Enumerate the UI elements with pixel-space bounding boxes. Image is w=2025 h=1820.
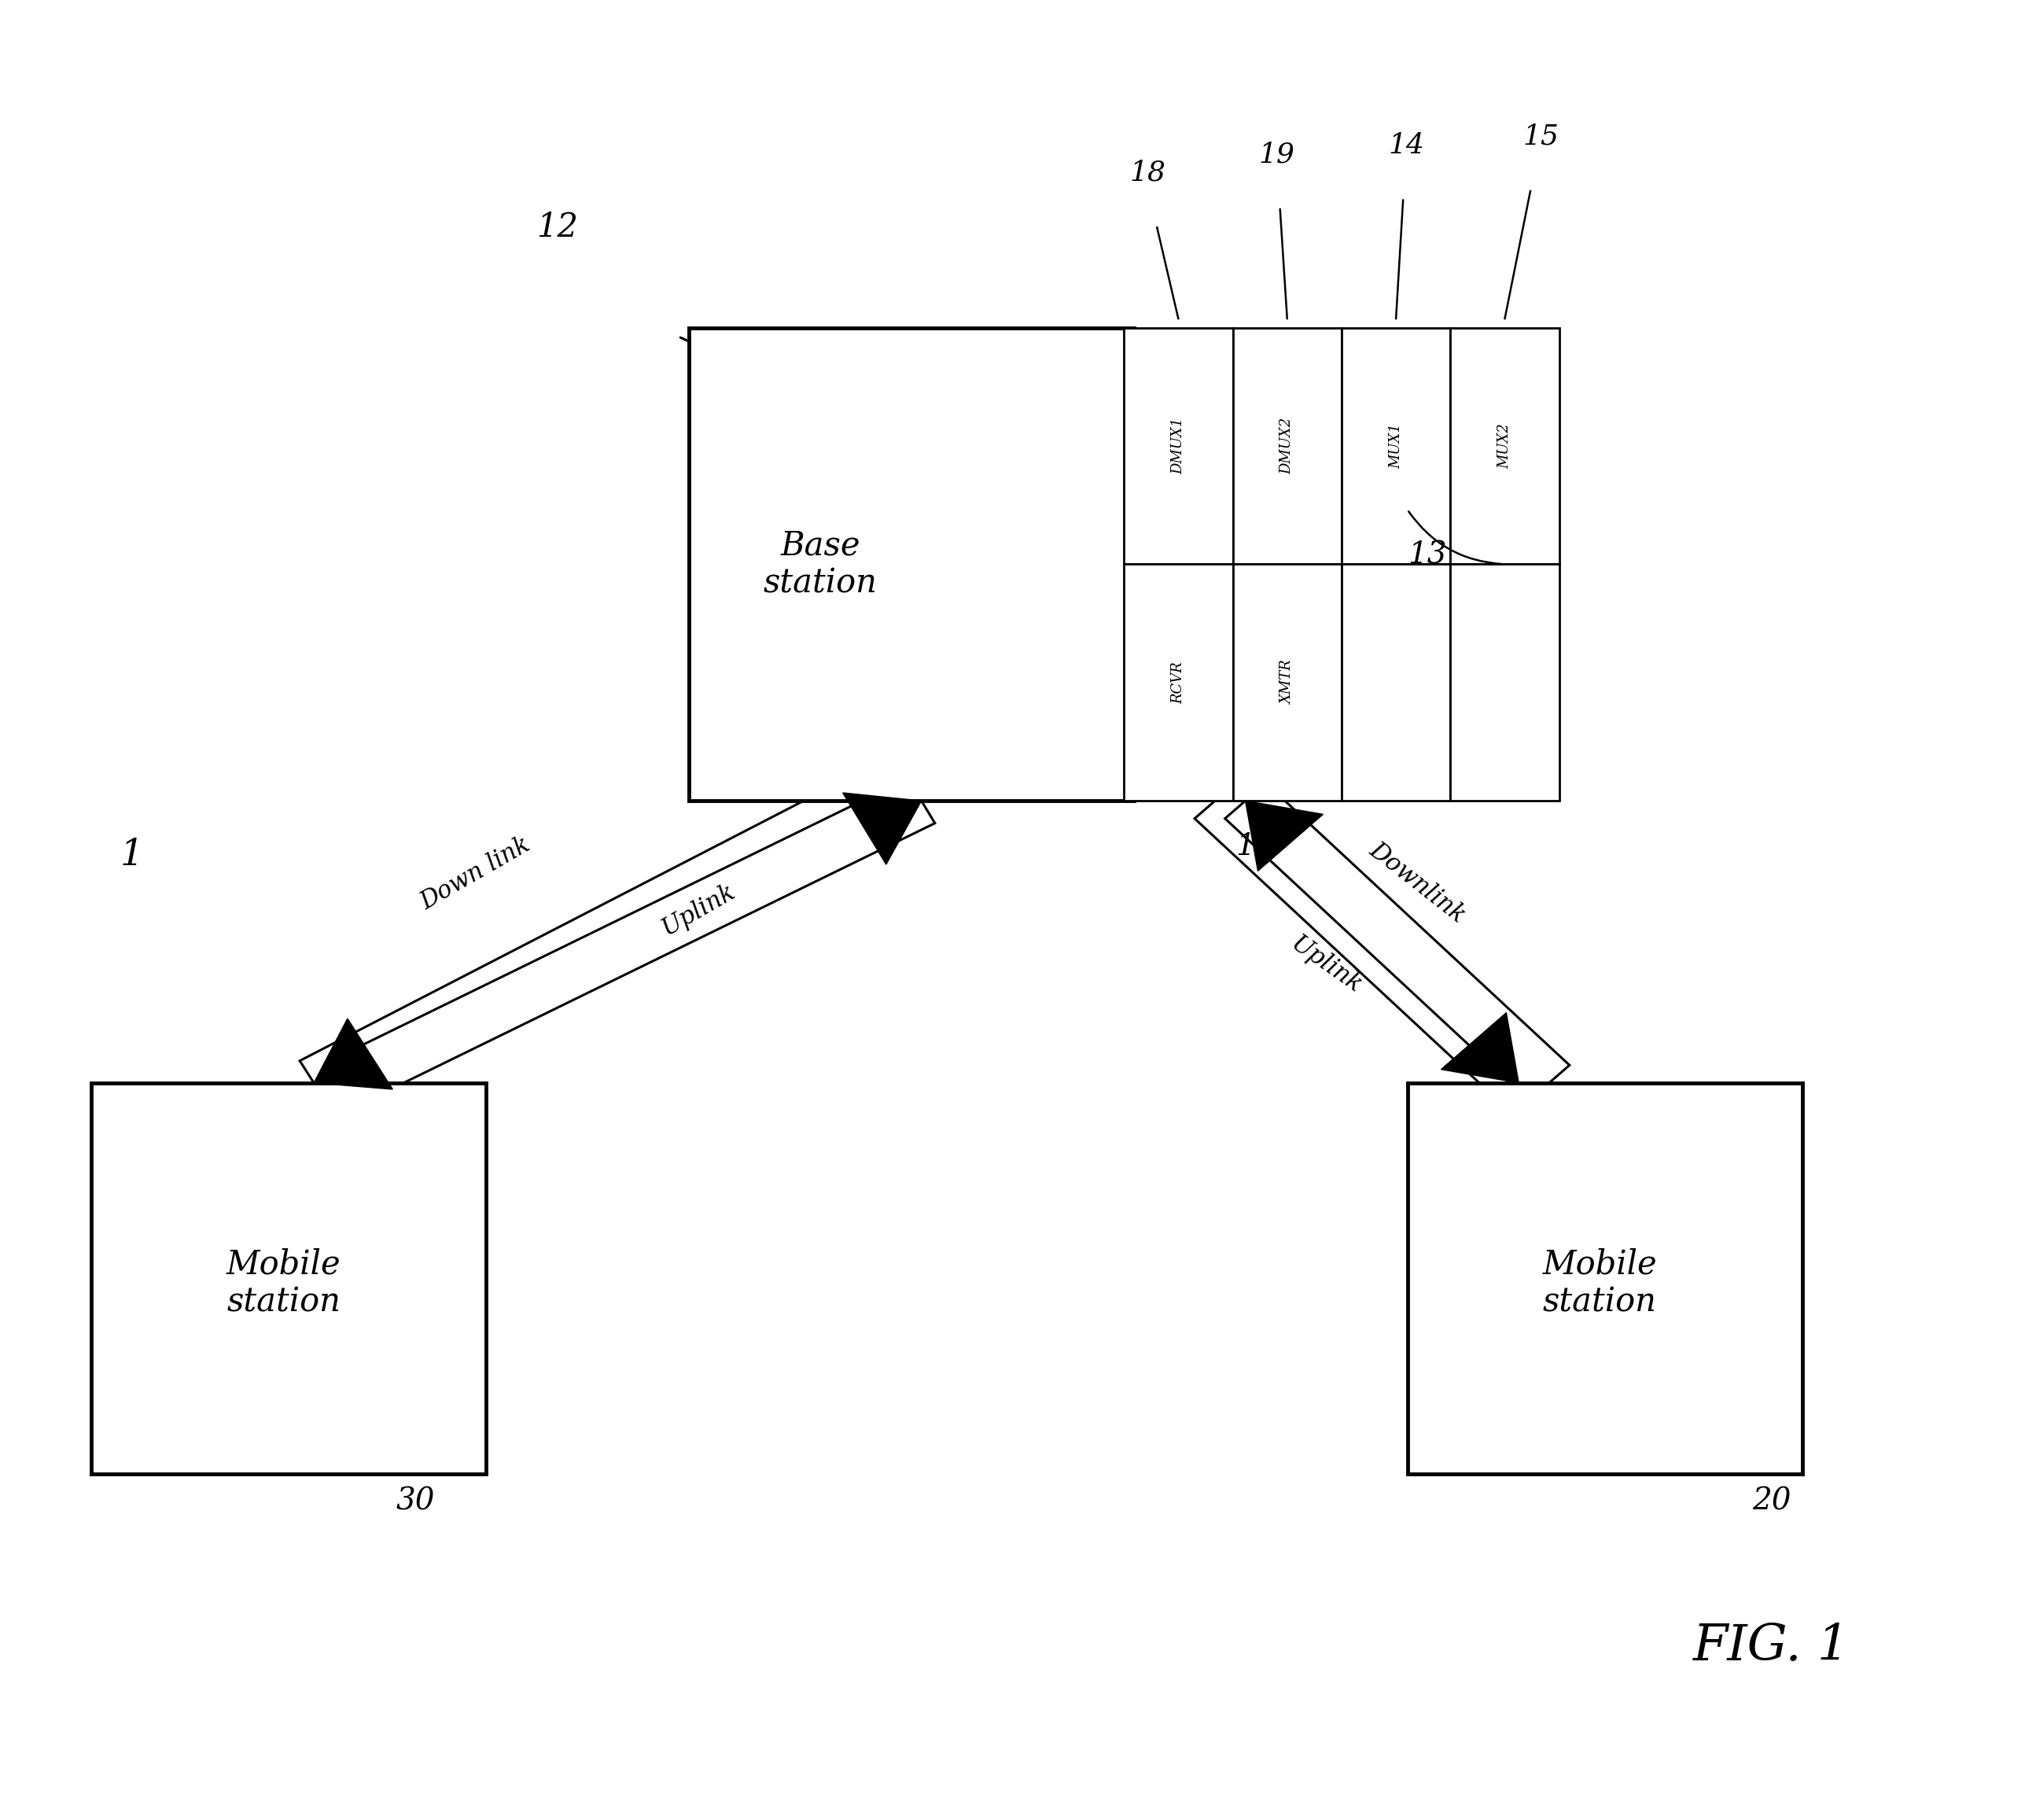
Polygon shape bbox=[1245, 801, 1322, 872]
Text: Uplink: Uplink bbox=[1286, 932, 1367, 997]
Text: Down link: Down link bbox=[417, 832, 535, 915]
Text: 19: 19 bbox=[1260, 142, 1296, 167]
Bar bbox=[1233, 328, 1343, 564]
Bar bbox=[1124, 564, 1233, 801]
Polygon shape bbox=[842, 794, 921, 864]
Text: 14: 14 bbox=[1387, 133, 1424, 158]
Polygon shape bbox=[314, 1019, 393, 1088]
Text: 18: 18 bbox=[1130, 160, 1166, 186]
Bar bbox=[689, 328, 1134, 801]
Bar bbox=[1450, 564, 1559, 801]
Polygon shape bbox=[300, 779, 875, 1105]
Text: Downlink: Downlink bbox=[1365, 837, 1470, 928]
Text: 12: 12 bbox=[537, 211, 577, 244]
Bar bbox=[91, 1083, 486, 1474]
Text: DMUX1: DMUX1 bbox=[1170, 417, 1185, 475]
Text: Uplink: Uplink bbox=[658, 879, 739, 941]
Text: 1: 1 bbox=[119, 837, 144, 874]
Bar bbox=[1233, 564, 1343, 801]
Bar bbox=[1343, 564, 1450, 801]
Text: Mobile
station: Mobile station bbox=[1543, 1247, 1656, 1320]
Polygon shape bbox=[330, 779, 936, 1105]
Text: Mobile
station: Mobile station bbox=[227, 1247, 340, 1320]
Text: 13: 13 bbox=[1407, 541, 1448, 570]
Text: XMTR: XMTR bbox=[1280, 661, 1294, 704]
Text: FIG. 1: FIG. 1 bbox=[1693, 1623, 1851, 1671]
Polygon shape bbox=[1442, 1012, 1519, 1083]
Polygon shape bbox=[1195, 783, 1539, 1101]
Polygon shape bbox=[1225, 783, 1569, 1101]
Text: Base
station: Base station bbox=[763, 528, 877, 601]
Bar bbox=[1343, 328, 1450, 564]
Text: MUX1: MUX1 bbox=[1389, 422, 1403, 470]
Text: MUX2: MUX2 bbox=[1498, 422, 1513, 470]
Text: 30: 30 bbox=[395, 1487, 435, 1516]
Text: DMUX2: DMUX2 bbox=[1280, 417, 1294, 475]
Text: 20: 20 bbox=[1752, 1487, 1792, 1516]
Text: 17: 17 bbox=[1235, 832, 1276, 861]
Bar bbox=[1124, 328, 1233, 564]
Text: 15: 15 bbox=[1523, 124, 1559, 149]
Bar bbox=[1450, 328, 1559, 564]
Bar bbox=[1407, 1083, 1802, 1474]
Text: RCVR: RCVR bbox=[1170, 661, 1185, 704]
